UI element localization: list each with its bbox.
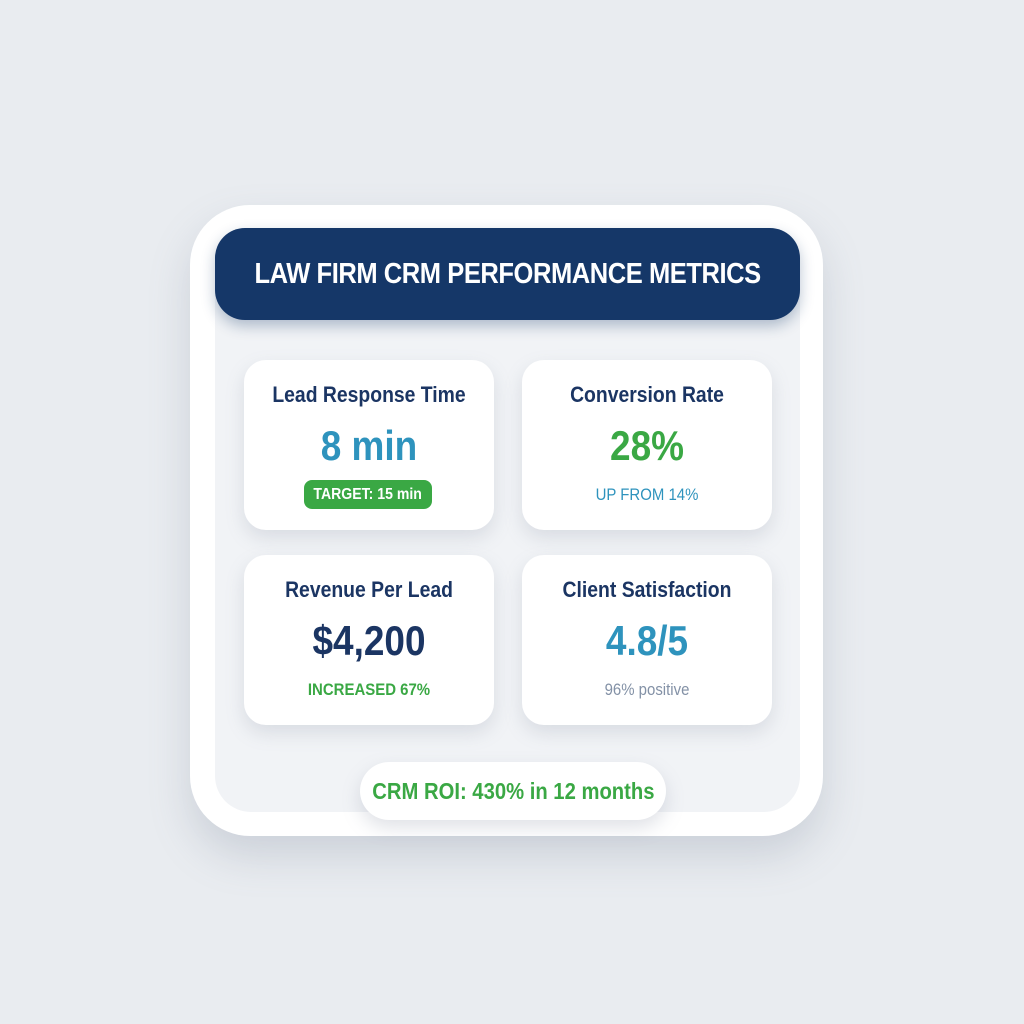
metric-value: 8 min xyxy=(320,422,418,469)
metric-value: $4,200 xyxy=(312,617,426,664)
page-title: LAW FIRM CRM PERFORMANCE METRICS xyxy=(254,257,761,290)
metric-card-client-satisfaction: Client Satisfaction 4.8/5 96% positive xyxy=(522,555,772,725)
metric-title: Lead Response Time xyxy=(272,382,466,407)
metric-value: 28% xyxy=(610,422,684,469)
metric-title: Revenue Per Lead xyxy=(285,577,453,602)
metric-card-revenue-per-lead: Revenue Per Lead $4,200 INCREASED 67% xyxy=(244,555,494,725)
target-badge-label: TARGET: 15 min xyxy=(313,486,423,503)
target-badge: TARGET: 15 min xyxy=(304,480,432,509)
metric-value: 4.8/5 xyxy=(605,617,689,664)
metric-title: Client Satisfaction xyxy=(562,577,732,602)
dashboard-header: LAW FIRM CRM PERFORMANCE METRICS xyxy=(215,228,800,320)
metric-detail: INCREASED 67% xyxy=(307,680,431,699)
dashboard-panel xyxy=(215,250,800,812)
metric-detail: UP FROM 14% xyxy=(595,485,699,504)
metric-card-lead-response-time: Lead Response Time 8 min TARGET: 15 min xyxy=(244,360,494,530)
roi-pill: CRM ROI: 430% in 12 months xyxy=(360,762,666,820)
roi-text: CRM ROI: 430% in 12 months xyxy=(371,777,655,804)
metric-detail: 96% positive xyxy=(604,680,690,699)
metric-title: Conversion Rate xyxy=(570,382,724,407)
metric-card-conversion-rate: Conversion Rate 28% UP FROM 14% xyxy=(522,360,772,530)
